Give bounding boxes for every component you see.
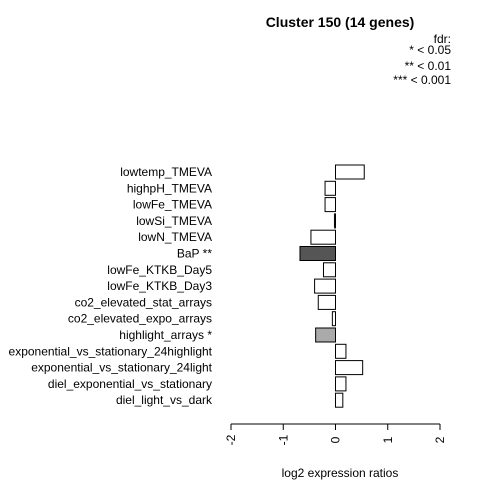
category-label-3: lowSi_TMEVA — [136, 214, 212, 228]
bar-13 — [335, 376, 347, 392]
category-label-7: lowFe_KTKB_Day3 — [107, 279, 212, 293]
category-label-0: lowtemp_TMEVA — [120, 165, 212, 179]
bar-0 — [335, 164, 365, 180]
bar-12 — [335, 360, 364, 376]
legend-entry-1: * < 0.05 — [409, 43, 451, 57]
x-tick-label-2: 0 — [329, 436, 343, 443]
legend-title: fdr: — [434, 32, 451, 46]
x-tick-label-3: 1 — [381, 436, 395, 443]
category-label-12: exponential_vs_stationary_24light — [31, 361, 212, 375]
category-label-9: co2_elevated_expo_arrays — [68, 312, 212, 326]
x-axis-ticks: -2 -1 0 1 2 — [224, 424, 447, 445]
category-label-4: lowN_TMEVA — [138, 230, 212, 244]
bar-5 — [299, 246, 336, 261]
bar-3 — [333, 213, 336, 229]
category-label-11: exponential_vs_stationary_24highlight — [9, 344, 213, 358]
bar-8 — [317, 294, 337, 310]
category-label-10: highlight_arrays * — [119, 328, 212, 342]
bar-10 — [315, 327, 336, 343]
bar-2 — [324, 197, 336, 213]
chart-title: Cluster 150 (14 genes) — [266, 14, 415, 30]
bar-6 — [322, 262, 337, 278]
bars-group — [299, 164, 365, 408]
legend-entry-2: ** < 0.01 — [405, 59, 452, 73]
bar-11 — [335, 343, 347, 359]
category-label-6: lowFe_KTKB_Day5 — [107, 263, 212, 277]
category-label-8: co2_elevated_stat_arrays — [75, 295, 212, 309]
category-label-13: diel_exponential_vs_stationary — [48, 377, 212, 391]
category-label-1: highpH_TMEVA — [127, 181, 212, 195]
x-tick-label-1: -1 — [276, 434, 290, 445]
category-label-2: lowFe_TMEVA — [133, 198, 212, 212]
bar-9 — [331, 311, 336, 327]
x-tick-label-4: 2 — [433, 436, 447, 443]
legend-entry-3: *** < 0.001 — [393, 73, 451, 87]
category-label-14: diel_light_vs_dark — [116, 393, 213, 407]
category-labels: lowtemp_TMEVA highpH_TMEVA lowFe_TMEVA lowS… — [9, 165, 213, 407]
bar-1 — [324, 180, 336, 196]
x-axis-label: log2 expression ratios — [282, 466, 399, 480]
bar-4 — [310, 229, 337, 245]
bar-14 — [335, 392, 344, 408]
x-tick-label-0: -2 — [224, 434, 238, 445]
category-label-5: BaP ** — [177, 247, 212, 261]
bar-7 — [314, 278, 337, 294]
